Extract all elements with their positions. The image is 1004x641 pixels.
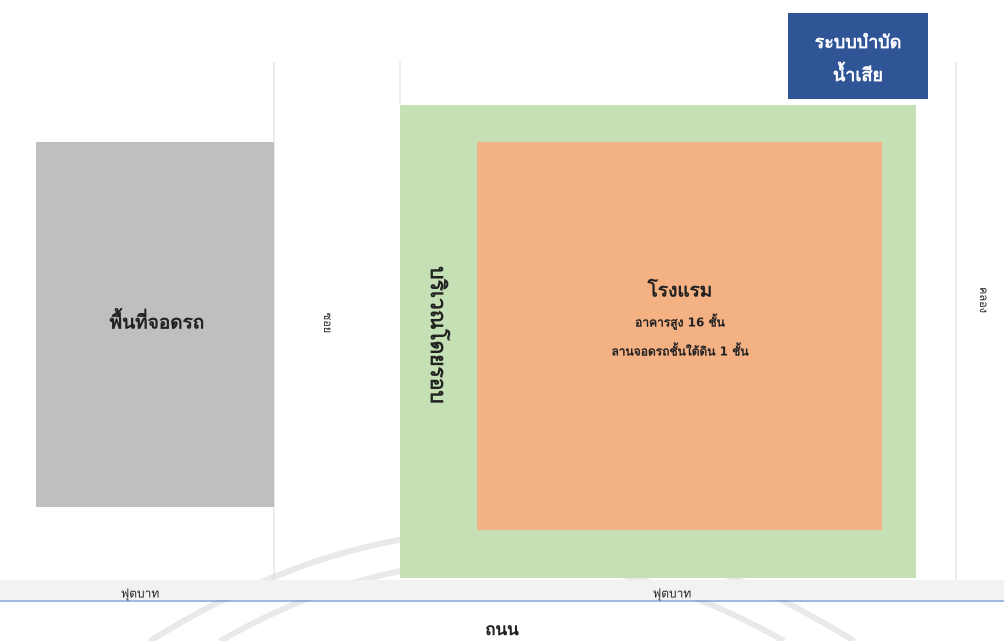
hotel-detail: อาคารสูง 16 ชั้น [635,313,726,331]
hotel-building [477,142,882,530]
hotel-title: โรงแรม [647,279,713,302]
road-label: ถนน [485,620,519,640]
canal-label: คลอง [977,287,990,313]
soi-label: ซอย [321,313,334,334]
parking-area [36,142,274,507]
footpath-strip [0,580,1004,600]
surrounding-label: บริเวณโดยรอบ [426,266,451,404]
wastewater-label: ระบบบำบัด [815,32,902,53]
wastewater-label: น้ำเสีย [833,61,883,86]
footpath-label: ฟุตบาท [121,587,160,602]
parking-label: พื้นที่จอดรถ [110,308,205,334]
footpath-label: ฟุตบาท [653,587,692,602]
wastewater-box [788,13,928,99]
hotel-detail: ลานจอดรถชั้นใต้ดิน 1 ชั้น [611,342,749,359]
